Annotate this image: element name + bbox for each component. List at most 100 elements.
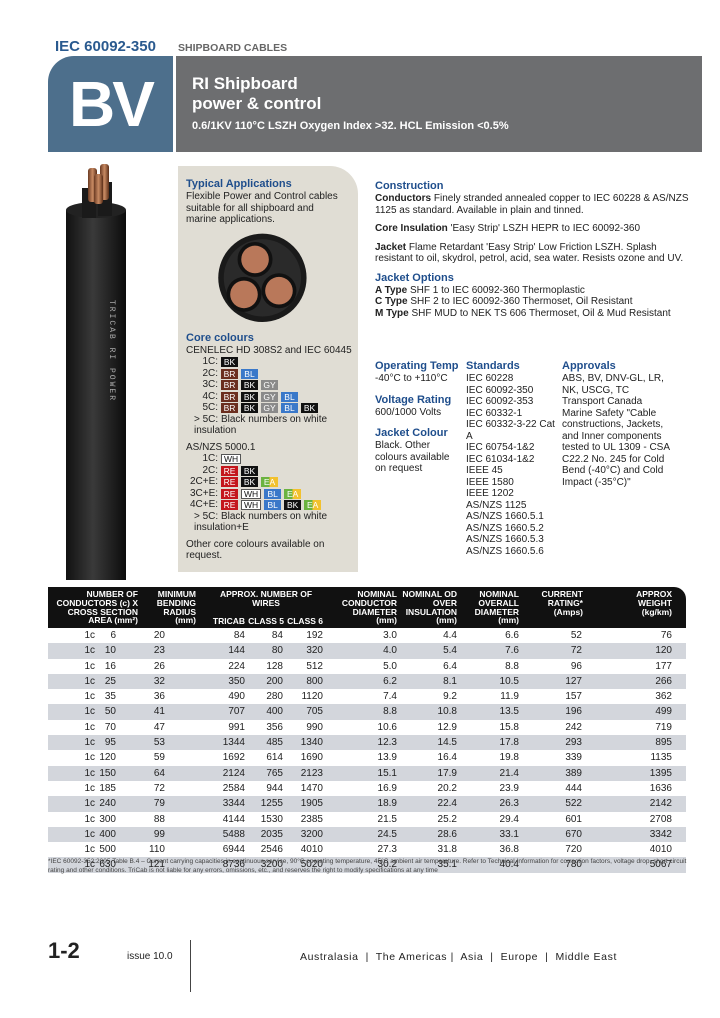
table-cell: 522: [565, 798, 582, 810]
table-cell: 120: [99, 752, 116, 764]
option-text: SHF 1 to IEC 60092-360 Thermoplastic: [407, 284, 585, 296]
table-cell: 4010: [300, 844, 323, 856]
colour-tag: GY: [261, 391, 278, 402]
page-number: 1-2: [48, 938, 80, 963]
colour-tag: RE: [221, 465, 238, 476]
table-cell: 5.0: [383, 660, 397, 672]
table-header: NUMBER OF CONDUCTORS (c) X CROSS SECTION…: [48, 587, 686, 628]
category-label: SHIPBOARD CABLES: [178, 42, 288, 54]
header-overall: NOMINAL OVERALL DIAMETER (mm): [474, 589, 519, 626]
table-cell: 22.4: [437, 798, 457, 810]
table-cell: 10.8: [437, 706, 457, 718]
colour-row-label: 2C:: [202, 367, 218, 379]
standard-item: AS/NZS 1125: [466, 499, 527, 511]
cable-print: TRICAB RI POWER: [107, 300, 116, 402]
colour-tag: EA: [304, 500, 322, 510]
cenelec-title: CENELEC HD 308S2 and IEC 60445: [186, 344, 352, 356]
table-cell: 33.1: [499, 828, 519, 840]
colour-tag: WH: [241, 500, 262, 510]
table-cell: 15.8: [499, 721, 519, 733]
table-cell: 1c: [84, 798, 95, 810]
table-cell: 70: [104, 721, 116, 733]
header-class6: CLASS 6: [287, 616, 323, 626]
table-cell: 21.4: [499, 767, 519, 779]
table-cell: 79: [153, 798, 165, 810]
table-cell: 670: [565, 828, 582, 840]
footer-divider: [190, 940, 191, 992]
colour-tag: BK: [284, 500, 302, 510]
table-cell: 26.3: [499, 798, 519, 810]
table-cell: 35: [104, 691, 116, 703]
table-cell: 50: [104, 706, 116, 718]
table-cell: 128: [266, 660, 283, 672]
table-cell: 177: [655, 660, 672, 672]
table-cell: 12.9: [437, 721, 457, 733]
option-label: M Type: [375, 307, 409, 319]
option-text: SHF 2 to IEC 60092-360 Thermoset, Oil Re…: [407, 296, 633, 307]
cenelec-note: > 5C: Black numbers on white insulation: [194, 413, 328, 437]
colour-row-label: 2C:: [202, 464, 218, 476]
table-cell: 400: [99, 828, 116, 840]
table-cell: 110: [149, 844, 165, 856]
standard-item: AS/NZS 1660.5.2: [466, 522, 544, 534]
table-cell: 88: [153, 813, 165, 825]
table-cell: 5488: [222, 828, 245, 840]
table-cell: 30.2: [377, 859, 397, 871]
title-line-2: power & control: [192, 94, 322, 113]
colour-tag: GY: [261, 403, 278, 413]
operating-temp-value: -40°C to +110°C: [375, 373, 448, 384]
table-cell: 5.4: [443, 645, 457, 657]
typical-text: Flexible Power and Control cables suitab…: [186, 191, 338, 225]
table-row: 1c 25 32 350 200 800 6.2 8.1 10.5 127 266: [48, 673, 686, 690]
table-cell: 3.0: [383, 630, 397, 641]
table-cell: 185: [99, 782, 116, 794]
table-cell: 601: [565, 813, 582, 825]
table-cell: 6.2: [383, 675, 397, 687]
table-cell: 80: [271, 645, 283, 657]
table-cell: 1344: [222, 737, 245, 749]
table-row: 1c 16 26 224 128 512 5.0 6.4 8.8 96 177: [48, 659, 686, 674]
table-cell: 32: [153, 675, 165, 687]
table-cell: 17.9: [437, 767, 457, 779]
table-cell: 224: [228, 660, 245, 672]
table-cell: 95: [104, 737, 116, 749]
option-text: SHF MUD to NEK TS 606 Thermoset, Oil & M…: [408, 307, 671, 319]
table-cell: 1470: [300, 782, 323, 794]
other-colours-note: Other core colours available on request.: [186, 538, 325, 562]
colour-tag: BK: [241, 477, 258, 487]
standard-item: IEC 60092-350: [466, 384, 534, 396]
table-cell: 1395: [649, 767, 672, 779]
table-cell: 1692: [222, 752, 245, 764]
header-cond-dia: NOMINAL CONDUCTOR DIAMETER (mm): [341, 589, 397, 626]
colour-tag: BL: [264, 500, 282, 510]
table-cell: 150: [99, 767, 116, 779]
table-cell: 120: [655, 645, 672, 657]
jacket-text: Flame Retardant 'Easy Strip' Low Frictio…: [375, 241, 684, 265]
colour-row-label: 1C:: [202, 356, 218, 367]
standard-item: IEEE 1580: [466, 476, 514, 488]
table-cell: 1c: [84, 737, 95, 749]
construction-section: Construction Conductors Finely stranded …: [375, 180, 695, 319]
colour-tag: GY: [261, 380, 278, 390]
table-cell: 7.4: [383, 691, 397, 703]
table-cell: 11.9: [500, 691, 519, 703]
table-cell: 8.8: [383, 706, 397, 718]
table-cell: 23.9: [499, 782, 519, 794]
table-cell: 1c: [84, 813, 95, 825]
table-cell: 16.4: [437, 752, 457, 764]
jacket-option: C Type SHF 2 to IEC 60092-360 Thermoset,…: [375, 296, 695, 308]
table-cell: 320: [306, 645, 323, 657]
table-cell: 40.4: [499, 859, 519, 871]
table-cell: 72: [570, 645, 582, 657]
table-cell: 76: [660, 630, 672, 641]
table-cell: 2708: [649, 813, 672, 825]
table-cell: 64: [153, 767, 165, 779]
standard-item: IEEE 45: [466, 465, 503, 476]
table-cell: 4.0: [383, 645, 397, 657]
table-cell: 5020: [300, 859, 323, 871]
table-row: 1c 500 110 6944 2546 4010 27.3 31.8 36.8 720 4010: [48, 842, 686, 857]
table-cell: 144: [228, 645, 245, 657]
colour-row: 3C+E: RE WH BL EA: [190, 488, 350, 500]
subtitle: 0.6/1KV 110°C LSZH Oxygen Index >32. HCL…: [192, 120, 509, 132]
table-cell: 1340: [300, 737, 323, 749]
